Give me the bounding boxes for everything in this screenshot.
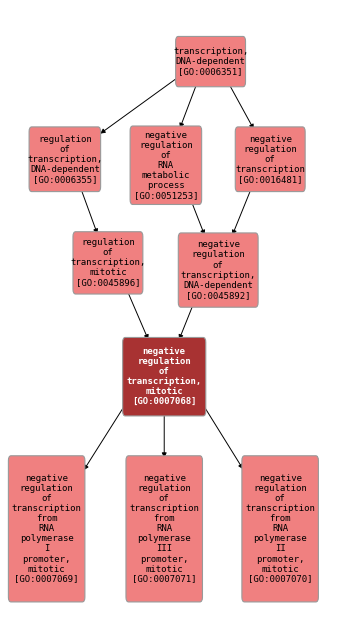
FancyBboxPatch shape: [242, 456, 318, 602]
Text: regulation
of
transcription,
mitotic
[GO:0045896]: regulation of transcription, mitotic [GO…: [70, 238, 146, 288]
FancyBboxPatch shape: [235, 127, 305, 192]
FancyBboxPatch shape: [123, 338, 206, 416]
Text: regulation
of
transcription,
DNA-dependent
[GO:0006355]: regulation of transcription, DNA-depende…: [27, 135, 102, 184]
FancyBboxPatch shape: [73, 232, 143, 294]
Text: negative
regulation
of
transcription,
DNA-dependent
[GO:0045892]: negative regulation of transcription, DN…: [180, 240, 256, 300]
Text: negative
regulation
of
transcription
from
RNA
polymerase
I
promoter,
mitotic
[GO: negative regulation of transcription fro…: [12, 474, 81, 583]
Text: negative
regulation
of
transcription
from
RNA
polymerase
II
promoter,
mitotic
[G: negative regulation of transcription fro…: [245, 474, 315, 583]
Text: negative
regulation
of
transcription,
mitotic
[GO:0007068]: negative regulation of transcription, mi…: [127, 347, 202, 406]
Text: negative
regulation
of
RNA
metabolic
process
[GO:0051253]: negative regulation of RNA metabolic pro…: [134, 130, 198, 200]
Text: negative
regulation
of
transcription
[GO:0016481]: negative regulation of transcription [GO…: [235, 135, 305, 184]
Text: transcription,
DNA-dependent
[GO:0006351]: transcription, DNA-dependent [GO:0006351…: [173, 47, 248, 76]
FancyBboxPatch shape: [130, 126, 201, 205]
FancyBboxPatch shape: [126, 456, 203, 602]
FancyBboxPatch shape: [29, 127, 101, 192]
FancyBboxPatch shape: [8, 456, 85, 602]
FancyBboxPatch shape: [178, 233, 258, 307]
FancyBboxPatch shape: [176, 36, 246, 87]
Text: negative
regulation
of
transcription
from
RNA
polymerase
III
promoter,
mitotic
[: negative regulation of transcription fro…: [129, 474, 199, 583]
